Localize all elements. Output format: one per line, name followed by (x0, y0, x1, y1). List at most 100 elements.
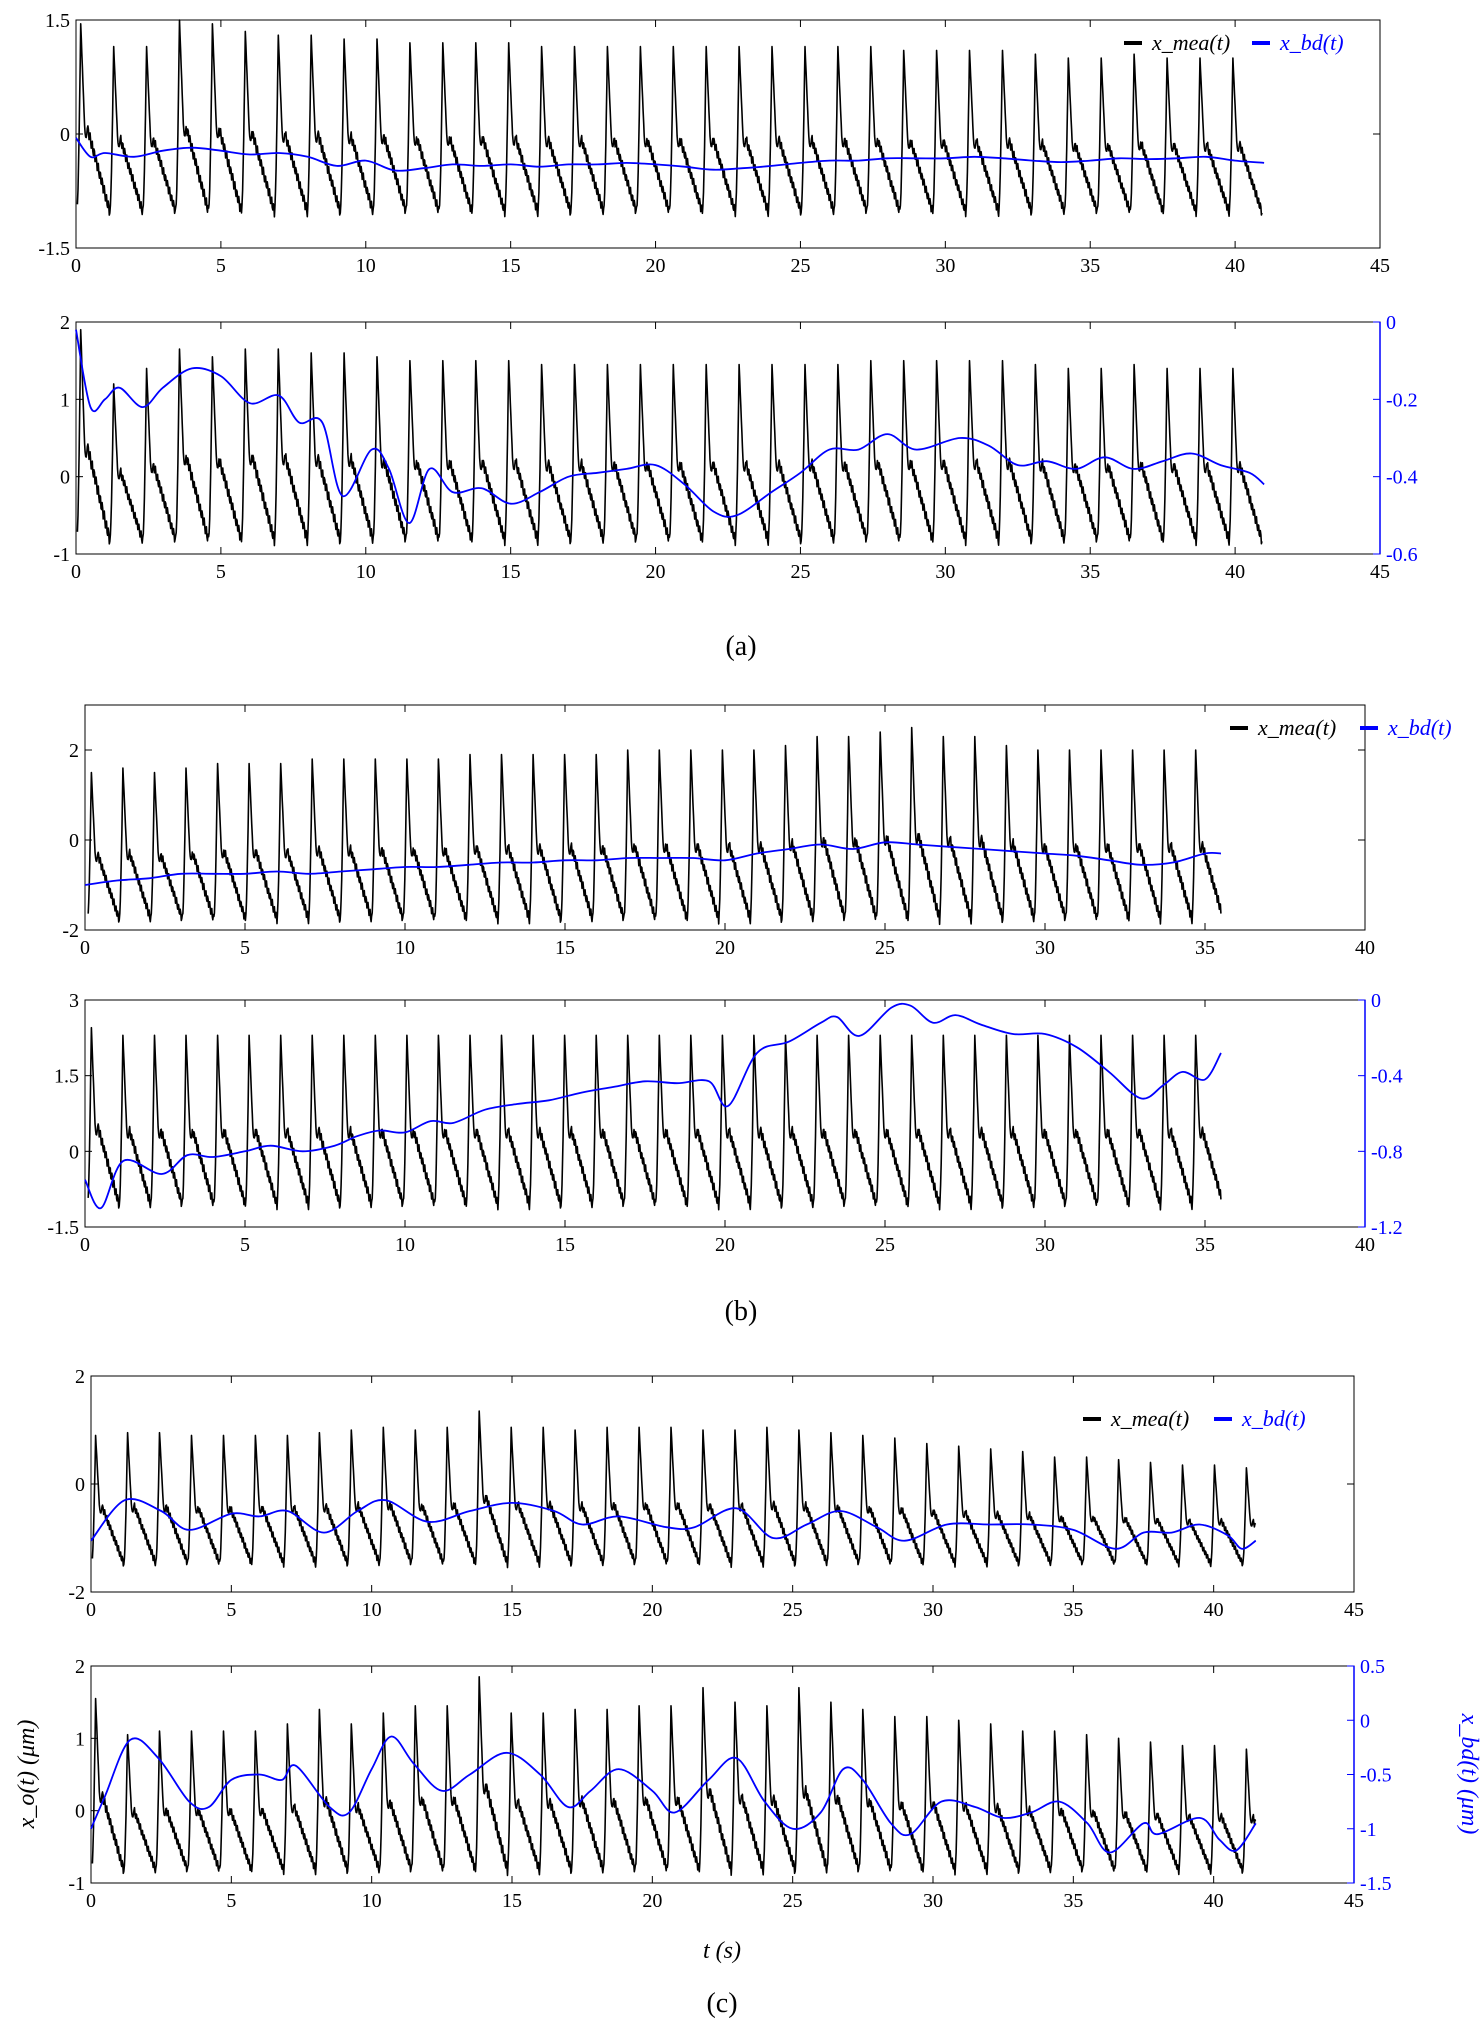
legend-label-mea: x_mea(t) (1257, 715, 1336, 740)
y2-tick-label: -0.8 (1371, 1141, 1403, 1163)
x-tick-label: 25 (875, 1234, 895, 1256)
y2-tick-label: 0 (1371, 990, 1381, 1012)
x-tick-label: 20 (642, 1890, 662, 1912)
y-tick-label: 0 (75, 1801, 85, 1823)
x-tick-label: 35 (1063, 1599, 1083, 1621)
y2-tick-label: 0 (1386, 312, 1396, 334)
y-tick-label: 0 (69, 1141, 79, 1163)
legend-label-mea: x_mea(t) (1110, 1406, 1189, 1431)
x-tick-label: 35 (1195, 1234, 1215, 1256)
series-line-bd (90, 1735, 1257, 1854)
x-tick-label: 15 (555, 1234, 575, 1256)
y-tick-label: 2 (60, 312, 70, 334)
y-tick-label: 3 (69, 990, 79, 1012)
x-tick-label: 5 (240, 1234, 250, 1256)
y-tick-label: -1.5 (38, 238, 70, 260)
series-line-mea (91, 1676, 1257, 1877)
series-line-bd (75, 329, 1265, 524)
x-tick-label: 35 (1195, 937, 1215, 959)
series-line-mea (87, 1026, 1222, 1211)
x-tick-label: 5 (216, 255, 226, 277)
x-tick-label: 40 (1355, 1234, 1375, 1256)
y-tick-label: 0 (69, 830, 79, 852)
y2-tick-label: 0 (1360, 1710, 1370, 1732)
plot-area: 0 5 10 15 20 25 30 35 40 45-1.501.5 (38, 10, 1390, 277)
x-tick-label: 15 (502, 1599, 522, 1621)
x-tick-label: 40 (1204, 1890, 1224, 1912)
legend-b1: x_mea(t) x_bd(t) (1230, 715, 1452, 740)
panel-b1: 0 5 10 15 20 25 30 35 40-202 (62, 704, 1375, 959)
x-tick-label: 0 (80, 937, 90, 959)
x-tick-label: 40 (1204, 1599, 1224, 1621)
x-tick-label: 30 (1035, 1234, 1055, 1256)
y-tick-label: -2 (62, 920, 79, 942)
y-tick-label: 2 (75, 1366, 85, 1388)
plot-area: 0 5 10 15 20 25 30 35 40-202 (62, 705, 1375, 959)
x-tick-label: 25 (875, 937, 895, 959)
x-axis-label: t (s) (703, 1938, 741, 1964)
y2-tick-label: -1 (1360, 1819, 1377, 1841)
x-tick-label: 10 (362, 1599, 382, 1621)
x-tick-label: 45 (1370, 255, 1390, 277)
x-tick-label: 20 (715, 937, 735, 959)
series-line-bd (84, 841, 1222, 886)
panel-a1: 0 5 10 15 20 25 30 35 40 45-1.501.5 (38, 10, 1390, 277)
plot-area: 0 5 10 15 20 25 30 35 40-1.501.53-1.2-0.8-0.40 (47, 990, 1402, 1256)
x-tick-label: 20 (646, 255, 666, 277)
x-tick-label: 40 (1225, 561, 1245, 583)
x-tick-label: 25 (783, 1890, 803, 1912)
x-tick-label: 10 (356, 561, 376, 583)
y-tick-label: 1.5 (54, 1066, 79, 1088)
x-tick-label: 10 (362, 1890, 382, 1912)
x-tick-label: 5 (226, 1890, 236, 1912)
legend-c1: x_mea(t) x_bd(t) (1083, 1406, 1306, 1431)
y2-tick-label: -0.4 (1386, 467, 1418, 489)
y-tick-label: 1.5 (45, 10, 70, 32)
series-line-bd (84, 1002, 1222, 1210)
plot-area: 0 5 10 15 20 25 30 35 40 45-202 (68, 1366, 1364, 1621)
series-line-mea (87, 726, 1222, 926)
x-tick-label: 30 (923, 1599, 943, 1621)
x-tick-label: 25 (790, 255, 810, 277)
y-tick-label: -1 (68, 1873, 85, 1895)
x-tick-label: 35 (1080, 255, 1100, 277)
x-tick-label: 20 (715, 1234, 735, 1256)
legend-label-bd: x_bd(t) (1387, 715, 1452, 740)
x-tick-label: 45 (1344, 1599, 1364, 1621)
legend-label-mea: x_mea(t) (1151, 30, 1230, 55)
series-line-bd (90, 1498, 1257, 1550)
y-tick-label: 0 (75, 1474, 85, 1496)
x-tick-label: 35 (1080, 561, 1100, 583)
x-tick-label: 5 (226, 1599, 236, 1621)
y2-tick-label: -0.2 (1386, 389, 1418, 411)
legend-swatch-mea (1230, 726, 1248, 730)
y-tick-label: 0 (60, 467, 70, 489)
x-tick-label: 45 (1370, 561, 1390, 583)
x-tick-label: 45 (1344, 1890, 1364, 1912)
panel-label-b: (b) (725, 1296, 758, 1327)
y-tick-label: 2 (75, 1656, 85, 1678)
x-tick-label: 15 (502, 1890, 522, 1912)
x-tick-label: 15 (501, 561, 521, 583)
x-tick-label: 0 (71, 561, 81, 583)
x-tick-label: 30 (935, 561, 955, 583)
y-tick-label: 1 (75, 1728, 85, 1750)
y2-axis-label: x_bd(t) (μm) (1456, 1713, 1482, 1835)
x-tick-label: 15 (501, 255, 521, 277)
x-tick-label: 35 (1063, 1890, 1083, 1912)
panel-label-a: (a) (725, 631, 756, 662)
x-tick-label: 0 (86, 1890, 96, 1912)
legend-swatch-bd (1214, 1417, 1232, 1421)
y2-tick-label: -0.4 (1371, 1066, 1403, 1088)
x-tick-label: 30 (935, 255, 955, 277)
y-tick-label: -2 (68, 1582, 85, 1604)
x-tick-label: 20 (646, 561, 666, 583)
x-tick-label: 10 (395, 937, 415, 959)
y2-tick-label: -1.2 (1371, 1217, 1403, 1239)
panel-c1: 0 5 10 15 20 25 30 35 40 45-202 (68, 1366, 1364, 1621)
y-tick-label: -1.5 (47, 1217, 79, 1239)
